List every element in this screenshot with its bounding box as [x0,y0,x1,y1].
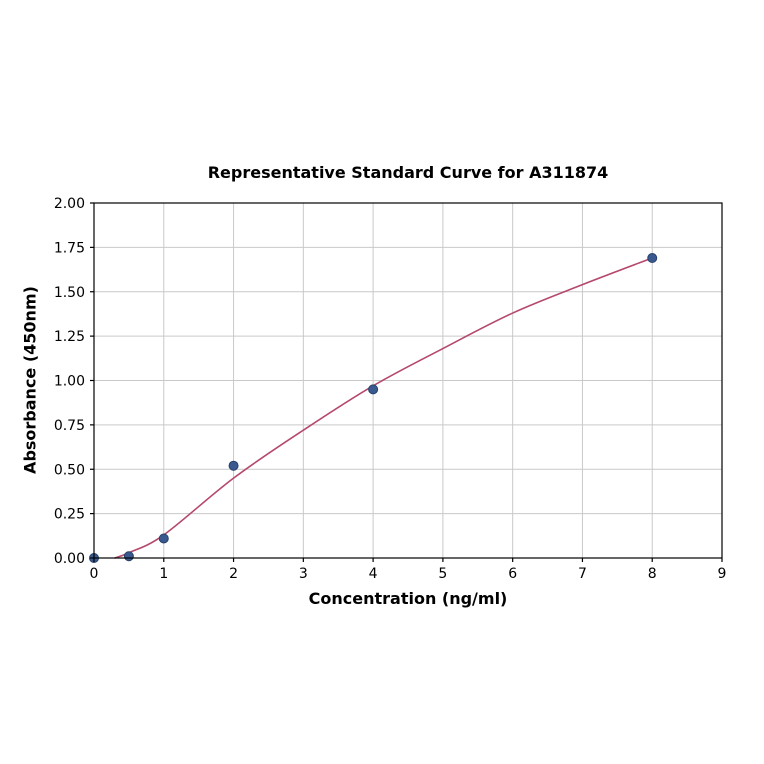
x-tick-label: 4 [369,566,378,582]
y-tick-label: 0.50 [54,462,85,478]
x-axis-label: Concentration (ng/ml) [308,589,508,608]
data-point [228,460,239,471]
x-tick-label: 5 [438,566,447,582]
chart-title: Representative Standard Curve for A31187… [207,163,609,182]
data-point [647,253,658,264]
y-tick-label: 0.25 [54,507,85,523]
x-tick-label: 7 [578,566,587,582]
fit-curve [114,257,654,559]
y-tick-label: 1.00 [54,374,85,390]
y-tick-label: 1.75 [54,240,85,256]
y-tick-label: 0.75 [54,418,85,434]
x-tick-label: 3 [299,566,308,582]
data-point [158,533,169,544]
data-point [123,551,134,562]
data-point [368,384,379,395]
x-tick-label: 8 [648,566,657,582]
x-tick-label: 2 [229,566,238,582]
y-tick-label: 1.25 [54,329,85,345]
x-tick-label: 1 [159,566,168,582]
y-tick-label: 1.50 [54,285,85,301]
x-tick-label: 6 [508,566,517,582]
x-tick-label: 9 [718,566,727,582]
y-axis-label: Absorbance (450nm) [20,286,40,474]
y-tick-label: 0.00 [54,551,85,567]
y-tick-label: 2.00 [54,196,85,212]
x-tick-label: 0 [90,566,99,582]
